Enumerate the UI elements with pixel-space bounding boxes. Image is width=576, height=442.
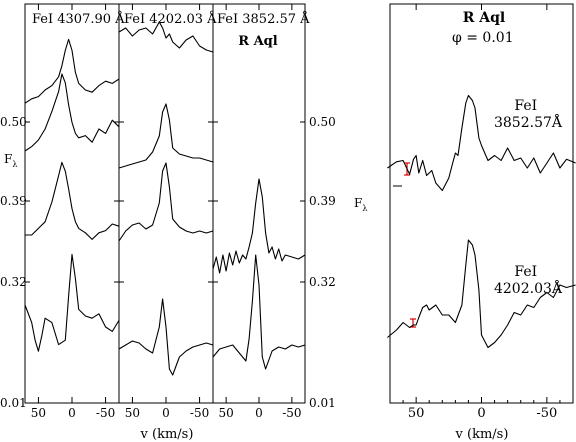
- series-label-3852-line1: FeI: [514, 98, 537, 114]
- left-xtick-labels: 50 0 -50 50 0 -50 50 0 -50: [31, 406, 302, 420]
- right-title: R Aql: [463, 10, 505, 26]
- right-xlabel: v (km/s): [455, 427, 509, 442]
- spectrum-panel2-phase-0.32: [118, 162, 214, 242]
- series-label-3852-line2: 3852.57Å: [494, 113, 563, 131]
- right-xtick-label-1: 0: [477, 406, 485, 421]
- series-label-4202-line1: FeI: [514, 264, 537, 280]
- panel-3-label: FeI 3852.57 Å: [217, 11, 310, 27]
- right-xtick-labels: 50 0 -50: [408, 406, 557, 421]
- spectrum-panel1-phase-0.39: [24, 73, 120, 152]
- right-spectra: [387, 94, 576, 349]
- right-ylabel-sub: λ: [362, 204, 367, 213]
- left-xtick-label-2-0: 50: [219, 406, 234, 420]
- spectrum-panel2-phase-0.50: [118, 21, 214, 53]
- left-xtick-label-1-2: -50: [190, 406, 209, 420]
- right-spectrum-1: [387, 94, 576, 192]
- left-xtick-label-2-2: -50: [282, 406, 301, 420]
- series-label-4202: FeI 4202.03Å: [494, 264, 563, 297]
- right-subtitle: φ = 0.01: [452, 30, 514, 46]
- series-label-4202-line2: 4202.03Å: [494, 279, 563, 297]
- right-side-ytick-label-2: 0.39: [309, 194, 336, 208]
- spectrum-panel1-phase-0.50: [24, 38, 120, 104]
- series-label-3852: FeI 3852.57Å: [494, 98, 563, 131]
- panel-2-label: FeI 4202.03 Å: [124, 11, 217, 27]
- left-xtick-label-1-0: 50: [125, 406, 140, 420]
- right-panel-group: R Aql φ = 0.01 Fλ FeI 3852.57Å FeI 4202.…: [354, 3, 576, 442]
- left-xtick-label-1-1: 0: [162, 406, 170, 420]
- right-xtick-label-2: -50: [536, 406, 557, 421]
- right-side-ytick-label-3: 0.32: [309, 275, 336, 289]
- panel-1-label: FeI 4307.90 Å: [32, 11, 125, 27]
- left-xtick-label-2-1: 0: [255, 406, 263, 420]
- spectrum-panel1-phase-0.32: [25, 161, 120, 240]
- left-xlabel: v (km/s): [140, 427, 194, 442]
- spectrum-panel2-phase-0.39: [118, 103, 214, 169]
- left-xtick-label-0-2: -50: [96, 406, 115, 420]
- left-ytick-label-1: 0.50: [0, 115, 27, 129]
- spectrum-panel1-phase-0.01: [24, 253, 120, 352]
- right-ylabel-main: F: [354, 196, 362, 210]
- left-ylabel-main: F: [4, 152, 12, 166]
- right-spectrum-2: [387, 239, 576, 349]
- spectrum-panel2-phase-0.01: [118, 298, 214, 376]
- panel-3-sublabel: R Aql: [238, 34, 278, 49]
- left-ylabel-sub: λ: [12, 160, 17, 169]
- spectrum-panel3-phase-0.32: [212, 178, 306, 274]
- left-xtick-label-0-0: 50: [31, 406, 46, 420]
- left-ytick-label-3: 0.32: [0, 275, 27, 289]
- left-panel-group: FeI 4307.90 Å FeI 4202.03 Å FeI 3852.57 …: [0, 3, 336, 442]
- right-plot-frame: [389, 3, 574, 404]
- right-xtick-label-0: 50: [408, 406, 425, 421]
- left-spectra: [24, 21, 306, 376]
- left-ylabel: Fλ: [4, 152, 17, 169]
- left-ytick-label-2: 0.39: [0, 194, 27, 208]
- right-tick-marks: [402, 4, 561, 403]
- right-ylabel: Fλ: [354, 196, 367, 213]
- spectrum-panel3-phase-0.01: [212, 254, 306, 370]
- left-xtick-label-0-1: 0: [68, 406, 76, 420]
- left-ytick-label-4: 0.01: [0, 396, 27, 410]
- right-side-ytick-label-4: 0.01: [309, 396, 336, 410]
- left-plot-frame: [24, 3, 306, 404]
- right-side-ytick-label-1: 0.50: [309, 115, 336, 129]
